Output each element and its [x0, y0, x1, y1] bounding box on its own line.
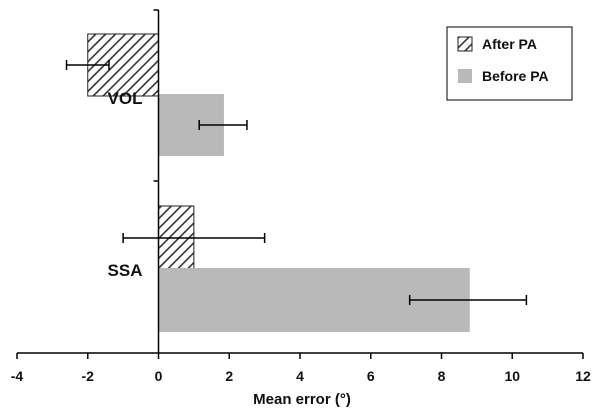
x-tick-label: 2: [225, 368, 233, 384]
category-label-ssa: SSA: [108, 261, 143, 280]
x-tick-label: -2: [82, 368, 95, 384]
after-pa-legend-label: After PA: [482, 36, 537, 52]
legend: After PA Before PA: [446, 26, 573, 101]
x-tick-label: 12: [575, 368, 591, 384]
bars-layer: [87, 33, 470, 332]
before-pa-legend-swatch: [458, 69, 472, 83]
x-tick-label: 4: [296, 368, 304, 384]
before-pa-legend-label: Before PA: [482, 68, 549, 84]
x-tick-label: 6: [367, 368, 375, 384]
after-pa-legend-swatch: [457, 36, 473, 52]
category-label-vol: VOL: [108, 89, 143, 108]
x-tick-label: 0: [155, 368, 163, 384]
category-labels: VOL SSA: [108, 89, 143, 280]
x-tick-label: 10: [504, 368, 520, 384]
error-bars-layer: [65, 60, 528, 305]
axes-layer: -4 -2 0 2 4 6 8 10 12: [11, 9, 591, 384]
x-tick-label: -4: [11, 368, 24, 384]
x-axis-label: Mean error (°): [253, 391, 351, 408]
x-tick-label: 8: [438, 368, 446, 384]
